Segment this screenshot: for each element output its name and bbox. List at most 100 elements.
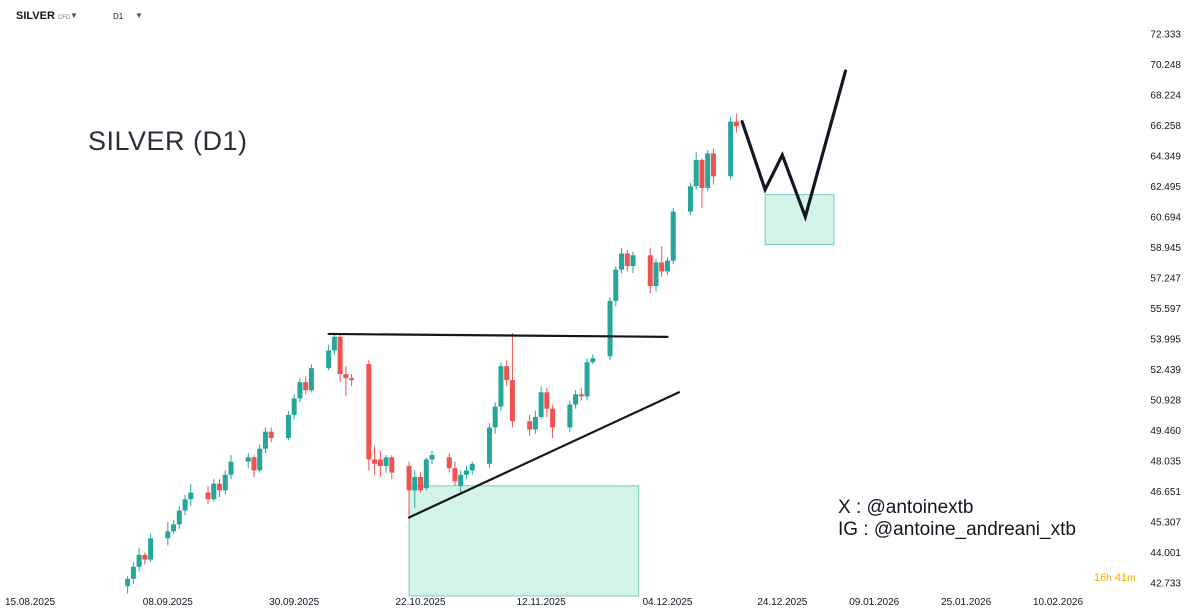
candle-body [544,392,550,409]
candle [705,150,711,192]
candle-body [285,414,291,439]
candle [538,386,544,420]
candle-body [492,406,498,428]
candle-body [653,262,659,287]
candle [326,344,332,371]
candle-body [268,431,274,439]
candle-body [148,538,154,560]
price-tick-label: 48.035 [1150,456,1181,467]
zone-1 [408,485,640,597]
candle-body [291,398,297,415]
candle [498,362,504,411]
candle-body [211,483,217,500]
candlesticks [125,113,739,594]
price-tick-label: 72.333 [1150,29,1181,40]
candle-body [418,476,424,491]
price-axis[interactable]: 72.333 70.248 68.224 66.258 64.349 62.495 60.6… [1150,29,1181,589]
candle-body [383,457,389,467]
candle [372,446,378,475]
candle [285,410,291,441]
candle [578,388,584,401]
symbol-selector[interactable]: SILVER CFD [16,10,70,22]
candle [222,470,228,495]
chart-title-annotation: SILVER (D1) [88,126,248,156]
candle [228,455,234,480]
date-tick-label: 12.11.2025 [516,597,566,608]
candle-body [693,159,699,187]
support-trendline [407,391,681,519]
candle-body [527,421,533,430]
candle-body [446,457,452,469]
date-tick-label: 15.08.2025 [5,597,55,608]
price-tick-label: 55.597 [1150,304,1181,315]
candle [251,455,257,477]
candle-body [624,253,630,267]
price-tick-label: 44.001 [1150,548,1181,559]
candle [446,452,452,473]
candle-body [664,260,670,272]
candle [532,410,538,434]
countdown-minutes: 41 [1114,572,1128,584]
candle-body [590,358,596,363]
candle-body [326,350,332,369]
symbol-type: CFD [57,15,71,21]
chart-toolbar: SILVER CFD ▼ D1 ▼ [0,0,1120,30]
date-tick-label: 25.01.2026 [941,597,991,608]
candle-body [578,394,584,397]
candle [337,332,343,383]
candle-body [687,186,693,212]
candle [377,450,383,477]
candle [297,378,303,403]
social-x-handle: X : @antoinextb [838,497,974,518]
candle-body [733,121,739,127]
candle-body [728,121,734,177]
candle [383,455,389,473]
candle-body [619,253,625,270]
date-tick-label: 10.02.2026 [1033,597,1083,608]
candle [567,400,573,432]
candle [366,360,372,471]
candle-body [607,300,613,357]
candle-body [205,492,211,500]
candle-body [567,404,573,428]
candle-body [630,255,636,267]
candle-body [303,382,309,391]
candle [268,427,274,443]
date-tick-label: 30.09.2025 [269,597,319,608]
candle [412,470,418,509]
candle-body [538,392,544,417]
price-tick-label: 62.495 [1150,182,1181,193]
price-tick-label: 42.733 [1150,578,1181,589]
candle [527,414,533,436]
candle [463,466,469,480]
candle-body [429,455,435,460]
price-tick-label: 45.307 [1150,517,1181,528]
candle [728,116,734,180]
candle [125,576,131,594]
candle-body [176,510,182,525]
candle-body [412,476,418,491]
candle [148,533,154,562]
candle-body [377,459,383,467]
timeframe-chevron-down-icon[interactable]: ▼ [135,11,143,20]
candle [504,360,510,387]
candle-body [337,336,343,375]
candle [331,332,337,355]
candle [423,457,429,491]
price-tick-label: 66.258 [1150,121,1181,132]
candle [349,374,355,387]
time-axis[interactable]: 15.08.2025 08.09.2025 30.09.2025 22.10.2025… [5,597,1083,608]
candle-body [423,459,429,489]
candle [486,423,492,469]
candle-body [366,364,372,460]
symbol-chevron-down-icon[interactable]: ▼ [70,11,78,20]
candle [176,506,182,529]
price-tick-label: 58.945 [1150,243,1181,254]
candle [308,364,314,393]
candle-body [406,466,412,491]
candle-body [222,474,228,491]
timeframe-selector[interactable]: D1 [113,12,124,21]
candle-body [613,269,619,301]
candle-body [659,262,665,272]
